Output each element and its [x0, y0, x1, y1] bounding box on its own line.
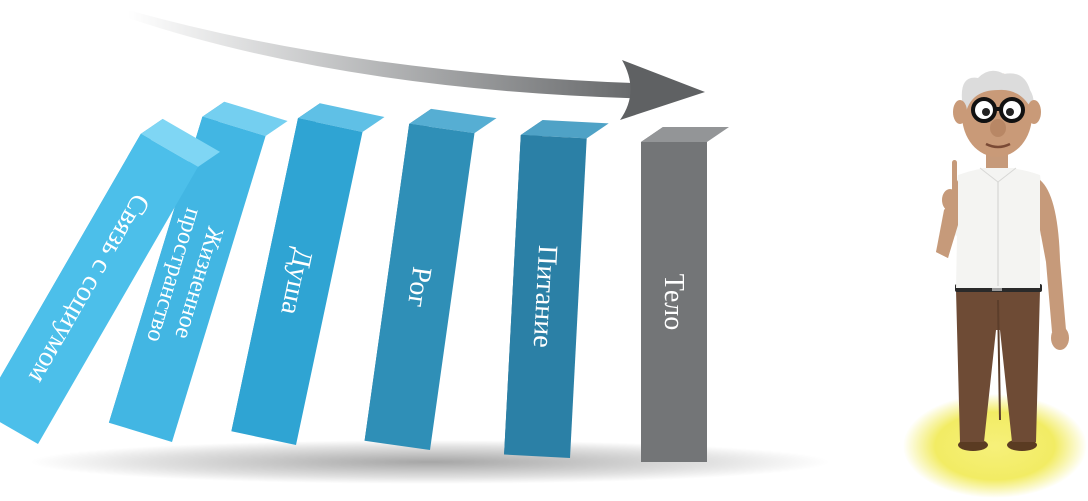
domino-top-face	[520, 120, 609, 139]
domino-label: Тело	[658, 274, 689, 330]
domino-block: Рог	[364, 108, 497, 451]
domino-label: Рог	[401, 265, 437, 309]
domino-top-face	[409, 108, 497, 134]
domino-front-face	[0, 133, 198, 444]
domino-front-face	[364, 123, 475, 451]
domino-top-face	[202, 101, 288, 136]
domino-front-face	[108, 116, 266, 442]
dominoes: ТелоПитаниеРогДушаЖизненноепространствоС…	[0, 101, 729, 462]
floor-shadow	[30, 440, 830, 484]
arrow	[128, 10, 705, 120]
domino-block: Питание	[504, 120, 609, 458]
domino-front-face	[641, 142, 707, 462]
domino-top-face	[140, 118, 220, 167]
domino-block: Тело	[641, 127, 729, 462]
domino-top-face	[641, 127, 729, 142]
spotlight	[903, 394, 1087, 498]
domino-front-face	[504, 135, 587, 458]
domino-front-face	[231, 118, 363, 446]
domino-top-face	[298, 103, 385, 132]
domino-label: Питание	[527, 244, 563, 348]
domino-block: Душа	[231, 103, 385, 446]
old-man-figure	[936, 70, 1069, 451]
